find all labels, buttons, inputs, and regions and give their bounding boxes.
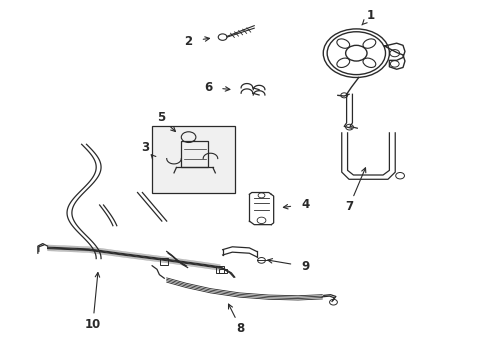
Text: 1: 1 bbox=[366, 9, 374, 22]
Text: 4: 4 bbox=[301, 198, 309, 211]
Text: 3: 3 bbox=[141, 141, 148, 154]
Bar bbox=[160, 258, 168, 265]
Bar bbox=[216, 266, 224, 273]
Bar bbox=[218, 269, 227, 273]
Text: 7: 7 bbox=[344, 200, 352, 213]
Text: 6: 6 bbox=[203, 81, 212, 94]
Text: 10: 10 bbox=[84, 318, 101, 331]
Text: 8: 8 bbox=[236, 322, 244, 335]
Bar bbox=[181, 141, 207, 167]
Bar bbox=[152, 126, 234, 193]
Text: 2: 2 bbox=[184, 35, 192, 48]
Text: 9: 9 bbox=[301, 260, 309, 273]
Text: 5: 5 bbox=[157, 111, 164, 124]
